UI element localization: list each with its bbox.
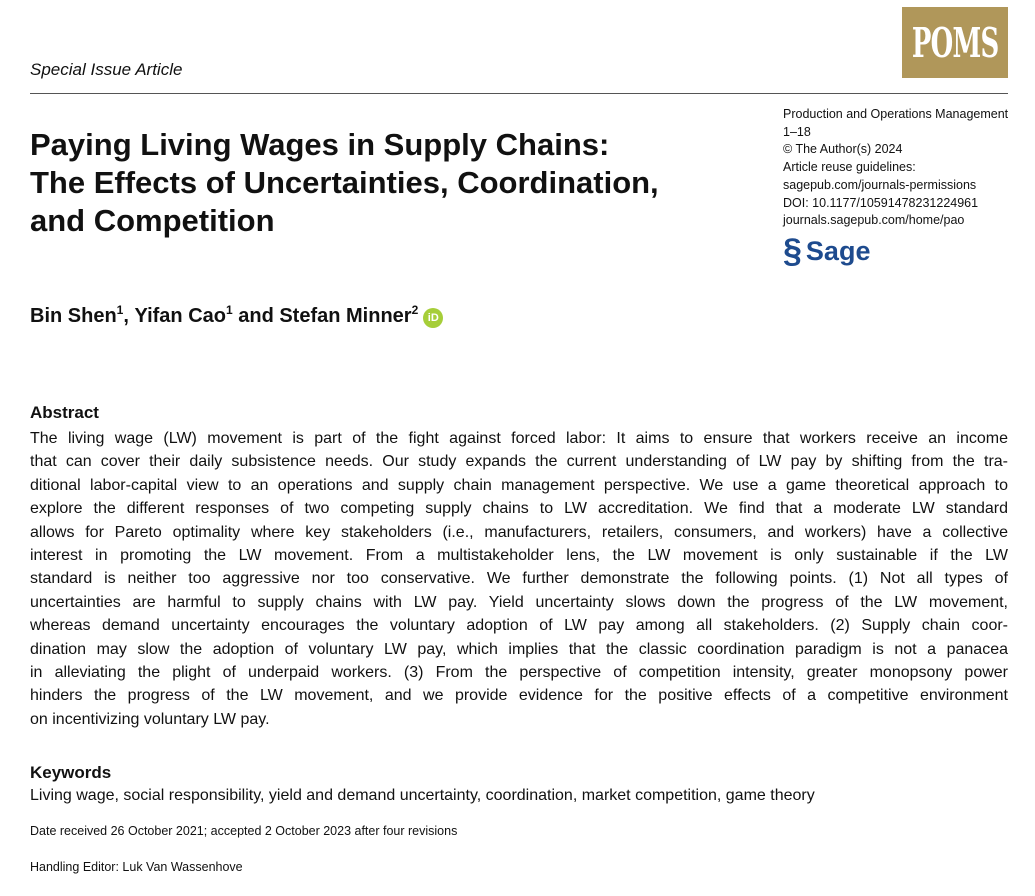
title-line: The Effects of Uncertainties, Coordinati… — [30, 165, 659, 200]
submission-dates: Date received 26 October 2021; accepted … — [30, 824, 458, 838]
affiliation-mark: 1 — [116, 303, 124, 317]
abstract-heading: Abstract — [30, 403, 99, 422]
journal-logo: POMS — [902, 7, 1008, 78]
pages: 1–18 — [783, 124, 811, 139]
title-line: Paying Living Wages in Supply Chains: — [30, 127, 610, 162]
orcid-icon[interactable]: iD — [423, 308, 444, 328]
publisher-logo: § Sage — [783, 232, 870, 271]
journal-name: Production and Operations Management — [783, 107, 1009, 121]
abstract-line: ditional labor-capital view to an operat… — [30, 476, 1008, 494]
abstract-line: on incentivizing voluntary LW pay. — [30, 710, 270, 728]
abstract-line: whereas demand uncertainty encourages th… — [30, 617, 1008, 635]
handling-editor: Handling Editor: Luk Van Wassenhove — [30, 860, 243, 874]
sage-s-icon: § — [783, 232, 802, 270]
reuse-label: Article reuse guidelines: — [783, 160, 916, 175]
abstract-line: allows for Pareto optimality where key s… — [30, 523, 1008, 541]
author-separator: , — [123, 305, 135, 327]
journal-logo-text: POMS — [911, 18, 999, 67]
author-name: Bin Shen — [30, 305, 117, 327]
affiliation-mark: 1 — [225, 303, 233, 317]
abstract-line: hinders the progress of the LW movement,… — [30, 687, 1008, 705]
copyright: © The Author(s) 2024 — [783, 142, 903, 157]
author-name: Stefan Minner — [279, 305, 412, 327]
abstract-line: that can cover their daily subsistence n… — [30, 453, 1008, 471]
abstract-body: The living wage (LW) movement is part of… — [30, 427, 1008, 731]
abstract-line: uncertainties are harmful to supply chai… — [30, 593, 1008, 611]
keywords-heading: Keywords — [30, 763, 112, 782]
abstract-line: interest in promoting the LW movement. F… — [30, 547, 1008, 565]
author-separator: and — [232, 305, 280, 327]
title-line: and Competition — [30, 203, 275, 238]
abstract-line: in alleviating the plight of underpaid w… — [30, 664, 1008, 682]
permissions-link[interactable]: sagepub.com/journals-permissions — [783, 177, 977, 192]
doi[interactable]: DOI: 10.1177/10591478231224961 — [783, 195, 979, 210]
abstract-line: The living wage (LW) movement is part of… — [30, 430, 1008, 447]
article-type: Special Issue Article — [30, 60, 183, 79]
author-name: Yifan Cao — [134, 305, 226, 327]
abstract-line: dination may slow the adoption of volunt… — [30, 640, 1008, 658]
journal-meta: Production and Operations Management 1–1… — [783, 106, 1008, 230]
author-list: Bin Shen 1, Yifan Cao 1 and Stefan Minner 2… — [30, 303, 444, 328]
affiliation-mark: 2 — [411, 303, 419, 317]
article-title: Paying Living Wages in Supply Chains: Th… — [30, 126, 659, 240]
keywords-text: Living wage, social responsibility, yiel… — [30, 787, 815, 804]
journal-link[interactable]: journals.sagepub.com/home/pao — [783, 213, 965, 228]
abstract-line: explore the different responses of two c… — [30, 500, 1008, 518]
header-divider — [30, 93, 1008, 94]
publisher-name: Sage — [805, 236, 871, 266]
abstract-line: standard is neither too aggressive nor t… — [30, 570, 1008, 588]
